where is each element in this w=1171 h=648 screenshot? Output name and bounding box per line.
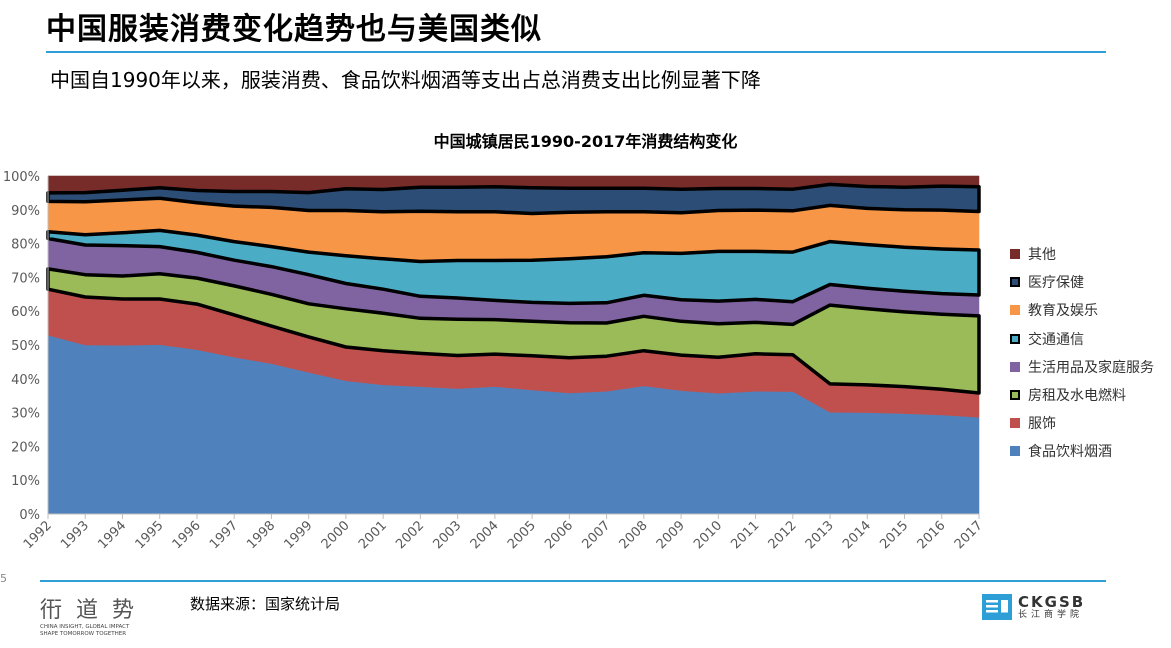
page-subtitle: 中国自1990年以来，服装消费、食品饮料烟酒等支出占总消费支出比例显著下降 (50, 68, 761, 92)
x-tick-label: 2007 (579, 518, 613, 552)
ckgsb-logo: CKGSB 长江商学院 (982, 592, 1085, 622)
page-title: 中国服装消费变化趋势也与美国类似 (46, 12, 542, 47)
x-tick-label: 2014 (840, 518, 874, 552)
legend-item: 服饰 (1010, 409, 1154, 437)
x-tick-label: 2006 (542, 518, 576, 552)
x-tick-label: 1992 (21, 518, 55, 552)
x-tick-label: 1999 (282, 518, 316, 552)
ckgsb-mark-icon (982, 594, 1012, 620)
legend-item: 医疗保健 (1010, 268, 1154, 296)
legend-label: 服饰 (1028, 416, 1056, 433)
x-tick-label: 2009 (654, 518, 688, 552)
x-tick-label: 2003 (430, 518, 464, 552)
y-tick-label: 100% (3, 170, 40, 185)
legend-swatch (1010, 305, 1020, 316)
x-tick-label: 2002 (393, 518, 427, 552)
y-tick-label: 30% (11, 407, 40, 422)
legend-item: 生活用品及家庭服务 (1010, 353, 1154, 381)
chart-legend: 其他医疗保健教育及娱乐交通通信生活用品及家庭服务 房租及水电燃料 服饰食品饮料烟酒 (1010, 240, 1154, 466)
x-tick-label: 1997 (207, 518, 241, 552)
legend-item: 房租及水电燃料 (1010, 381, 1154, 409)
ckgsb-name-en: CKGSB (1018, 592, 1086, 611)
x-tick-label: 2000 (319, 518, 353, 552)
legend-item: 食品饮料烟酒 (1010, 437, 1154, 465)
highlight-outline-6 (46, 182, 981, 216)
legend-swatch (1010, 333, 1020, 344)
legend-item: 其他 (1010, 240, 1154, 268)
legend-label: 教育及娱乐 (1028, 303, 1098, 320)
y-tick-labels: 0% 10% 20% 30% 40% 50% 60% 70% 80% 90% 100% (3, 170, 40, 523)
x-tick-label: 2004 (468, 518, 502, 552)
y-tick-label: 90% (11, 204, 40, 219)
y-tick-label: 70% (11, 271, 40, 286)
data-source: 数据来源：国家统计局 (190, 595, 341, 613)
highlight-outline-4 (46, 228, 981, 306)
y-tick-label: 40% (11, 373, 40, 388)
x-tick-label: 2011 (728, 518, 762, 552)
y-tick-label: 80% (11, 238, 40, 253)
legend-label: 生活用品及家庭服务 (1028, 359, 1154, 376)
x-tick-label: 1994 (95, 518, 129, 552)
x-tick-label: 2001 (356, 518, 390, 552)
x-tick-label: 2012 (766, 518, 800, 552)
y-tick-label: 60% (11, 305, 40, 320)
x-tick-label: 1993 (58, 518, 92, 552)
legend-swatch (1010, 390, 1020, 401)
legend-swatch (1010, 361, 1020, 372)
y-tick-label: 20% (11, 440, 40, 455)
legend-swatch (1010, 418, 1020, 429)
highlight-outline-2 (46, 267, 981, 395)
x-tick-labels: 1992 1993 1994 1995 1996 1997 1998 1999 2000 2001… (21, 518, 986, 552)
legend-item: 教育及娱乐 (1010, 296, 1154, 324)
logo-char-2: 道 (76, 598, 101, 623)
chart-title: 中国城镇居民1990-2017年消费结构变化 (433, 132, 738, 151)
legend-label: 交通通信 (1028, 331, 1084, 348)
x-tick-label: 2005 (505, 518, 539, 552)
y-tick-label: 0% (19, 508, 40, 523)
logo-char-3: 势 (112, 598, 137, 623)
legend-label: 医疗保健 (1028, 275, 1084, 292)
x-tick-label: 2016 (915, 518, 949, 552)
legend-label: 其他 (1028, 247, 1056, 264)
area-series (47, 175, 980, 515)
title-divider (46, 51, 1106, 53)
x-tick-label: 2010 (691, 518, 725, 552)
dao-shi-logo: 衎 道 势 CHINA INSIGHT, GLOBAL IMPACT SHAPE… (40, 592, 150, 642)
axes (47, 176, 980, 519)
x-tick-label: 1996 (170, 518, 204, 552)
legend-item: 交通通信 (1010, 325, 1154, 353)
x-tick-label: 1998 (244, 518, 278, 552)
x-tick-label: 2017 (952, 518, 986, 552)
x-tick-label: 1995 (133, 518, 167, 552)
logo-tagline-1: CHINA INSIGHT, GLOBAL IMPACT (40, 624, 130, 630)
page-number: 5 (0, 572, 7, 585)
footer-divider (40, 580, 1106, 582)
legend-swatch (1010, 249, 1020, 260)
legend-swatch (1010, 446, 1020, 457)
logo-tagline-2: SHAPE TOMORROW TOGETHER (40, 631, 127, 637)
x-tick-label: 2008 (617, 518, 651, 552)
y-tick-label: 50% (11, 339, 40, 354)
legend-label: 食品饮料烟酒 (1028, 444, 1112, 461)
logo-char-1: 衎 (40, 598, 65, 623)
x-tick-label: 2015 (877, 518, 911, 552)
legend-label: 房租及水电燃料 (1028, 388, 1126, 405)
highlight-outlines (46, 182, 981, 395)
legend-swatch (1010, 277, 1020, 288)
y-tick-label: 10% (11, 474, 40, 489)
ckgsb-name-cn: 长江商学院 (1018, 609, 1084, 620)
x-tick-label: 2013 (803, 518, 837, 552)
